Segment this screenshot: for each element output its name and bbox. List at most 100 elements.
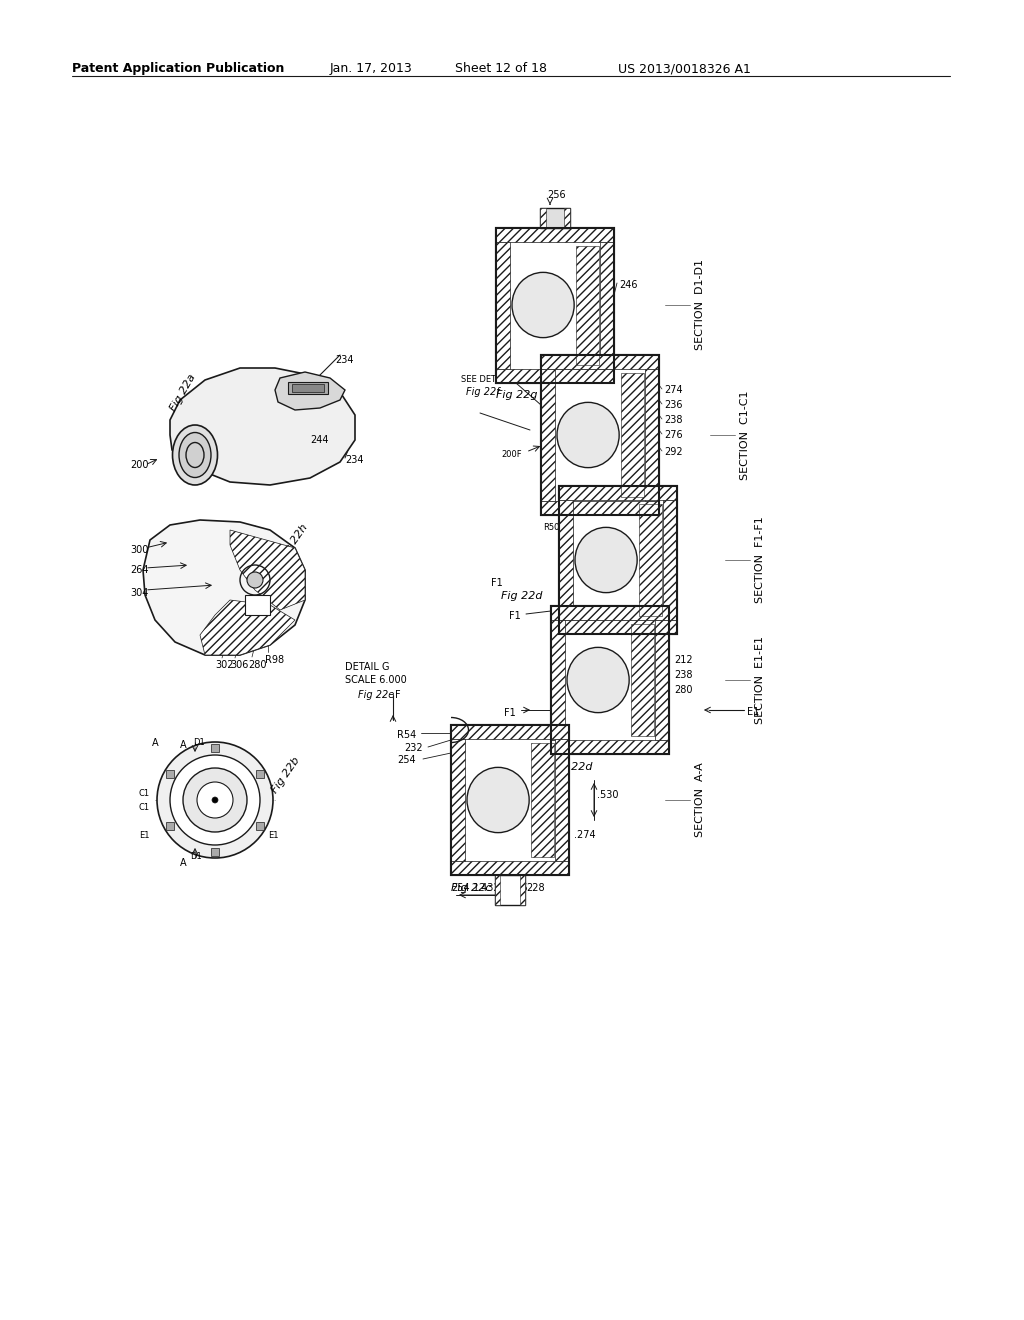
- Bar: [531, 743, 554, 857]
- Bar: [551, 620, 565, 741]
- Bar: [577, 246, 599, 364]
- Circle shape: [197, 781, 233, 818]
- Text: 276: 276: [664, 430, 683, 440]
- Text: DETAIL G: DETAIL G: [345, 663, 389, 672]
- Polygon shape: [275, 372, 345, 411]
- Text: R50: R50: [543, 523, 559, 532]
- Bar: [496, 227, 614, 242]
- Text: Fig 22f: Fig 22f: [466, 387, 500, 397]
- Text: A: A: [180, 858, 187, 869]
- Text: SECTION  E1-E1: SECTION E1-E1: [755, 636, 765, 723]
- Bar: [166, 822, 174, 830]
- Bar: [540, 207, 570, 227]
- Bar: [451, 725, 569, 739]
- Bar: [292, 384, 324, 392]
- Bar: [256, 770, 264, 777]
- Text: F: F: [395, 690, 400, 700]
- Text: 252: 252: [579, 523, 595, 532]
- Bar: [655, 620, 669, 741]
- Bar: [496, 368, 614, 383]
- Text: F1: F1: [490, 578, 503, 587]
- Text: SECTION  D1-D1: SECTION D1-D1: [695, 260, 705, 351]
- Text: Sheet 12 of 18: Sheet 12 of 18: [455, 62, 547, 75]
- Bar: [541, 355, 659, 515]
- Ellipse shape: [557, 403, 620, 467]
- Bar: [166, 770, 174, 777]
- Text: Patent Application Publication: Patent Application Publication: [72, 62, 285, 75]
- Bar: [451, 725, 569, 875]
- Text: SEE DETAIL: SEE DETAIL: [461, 375, 508, 384]
- Bar: [496, 242, 510, 368]
- Bar: [451, 739, 465, 861]
- Bar: [520, 875, 525, 906]
- Circle shape: [157, 742, 273, 858]
- Bar: [645, 370, 659, 502]
- Text: 256: 256: [547, 190, 565, 199]
- Text: 246: 246: [509, 883, 527, 894]
- Text: 280: 280: [674, 685, 692, 696]
- Bar: [211, 847, 219, 855]
- Text: 304: 304: [130, 587, 148, 598]
- Text: Fig 22d: Fig 22d: [501, 591, 543, 601]
- Text: 254: 254: [397, 755, 416, 766]
- Bar: [256, 822, 264, 830]
- Text: 238: 238: [674, 671, 692, 680]
- Text: Fig 22b: Fig 22b: [270, 755, 302, 795]
- Text: 296: 296: [599, 523, 614, 532]
- Bar: [559, 486, 677, 634]
- Text: 244: 244: [310, 436, 329, 445]
- Bar: [622, 374, 644, 498]
- Text: R98: R98: [265, 655, 284, 665]
- Ellipse shape: [179, 433, 211, 478]
- Text: Fig 22g: Fig 22g: [496, 391, 538, 400]
- Polygon shape: [230, 531, 305, 610]
- Text: Fig 22c: Fig 22c: [451, 883, 492, 894]
- Bar: [639, 504, 662, 616]
- Text: 306: 306: [230, 660, 249, 671]
- Text: R54: R54: [396, 730, 416, 741]
- Text: 200F: 200F: [501, 450, 521, 459]
- Bar: [288, 381, 328, 393]
- Text: 232: 232: [404, 743, 423, 752]
- Circle shape: [170, 755, 260, 845]
- Text: 244: 244: [200, 758, 218, 768]
- Text: 228: 228: [526, 883, 545, 894]
- Text: 200: 200: [130, 459, 148, 470]
- Bar: [211, 744, 219, 752]
- Text: .530: .530: [597, 789, 618, 800]
- Text: C1: C1: [139, 788, 150, 797]
- Ellipse shape: [575, 528, 637, 593]
- Text: 1.432: 1.432: [473, 883, 501, 894]
- Text: Fig 22e: Fig 22e: [358, 690, 394, 700]
- Text: D1: D1: [190, 851, 202, 861]
- Text: 246: 246: [618, 280, 638, 290]
- Text: F1: F1: [496, 343, 508, 352]
- Bar: [551, 606, 669, 620]
- Bar: [551, 606, 669, 754]
- Bar: [495, 875, 500, 906]
- Text: 292: 292: [664, 447, 683, 457]
- Text: .274: .274: [574, 830, 596, 840]
- Bar: [559, 486, 677, 634]
- Bar: [451, 861, 569, 875]
- Ellipse shape: [567, 647, 629, 713]
- Text: A: A: [180, 741, 187, 750]
- Ellipse shape: [467, 767, 529, 833]
- Text: US 2013/0018326 A1: US 2013/0018326 A1: [618, 62, 751, 75]
- Text: SECTION  A-A: SECTION A-A: [695, 763, 705, 837]
- Text: E1: E1: [268, 832, 279, 840]
- Circle shape: [212, 797, 218, 803]
- Text: 294: 294: [561, 523, 577, 532]
- Text: Fig 22a: Fig 22a: [168, 372, 198, 413]
- Bar: [559, 500, 573, 620]
- Text: SECTION  F1-F1: SECTION F1-F1: [755, 516, 765, 603]
- Bar: [559, 486, 677, 500]
- Bar: [495, 875, 525, 906]
- Text: 238: 238: [664, 414, 683, 425]
- Text: D1: D1: [193, 738, 205, 747]
- Text: 254: 254: [451, 883, 470, 894]
- Polygon shape: [143, 520, 305, 655]
- Bar: [541, 370, 555, 502]
- Text: SECTION  C1-C1: SECTION C1-C1: [740, 391, 750, 479]
- Bar: [600, 242, 614, 368]
